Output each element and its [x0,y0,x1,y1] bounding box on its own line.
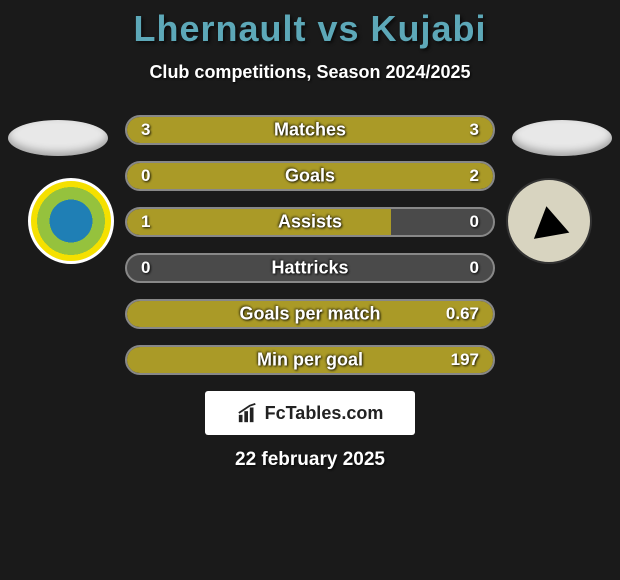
chart-icon [237,402,259,424]
stat-fill-left [127,209,391,235]
stat-value-right: 197 [451,350,479,370]
stat-row: 3 Matches 3 [125,115,495,145]
stat-row: Min per goal 197 [125,345,495,375]
logo-box: FcTables.com [205,391,415,435]
player-avatar-left [8,120,108,156]
club-badge-right [506,178,592,264]
stat-value-left: 3 [141,120,150,140]
stat-row: Goals per match 0.67 [125,299,495,329]
stat-value-right: 0 [470,212,479,232]
stat-label: Goals per match [239,304,380,325]
stat-value-left: 0 [141,258,150,278]
stat-value-right: 0.67 [446,304,479,324]
stat-row: 1 Assists 0 [125,207,495,237]
subtitle: Club competitions, Season 2024/2025 [0,62,620,83]
stat-label: Matches [274,120,346,141]
stat-row: 0 Hattricks 0 [125,253,495,283]
stat-value-right: 3 [470,120,479,140]
stat-label: Hattricks [271,258,348,279]
stat-value-left: 1 [141,212,150,232]
stat-value-right: 2 [470,166,479,186]
stat-label: Goals [285,166,335,187]
main-container: Lhernault vs Kujabi Club competitions, S… [0,0,620,471]
club-badge-left [28,178,114,264]
stat-value-left: 0 [141,166,150,186]
date-text: 22 february 2025 [0,449,620,471]
page-title: Lhernault vs Kujabi [0,8,620,50]
stat-row: 0 Goals 2 [125,161,495,191]
logo-text: FcTables.com [265,403,384,424]
stat-value-right: 0 [470,258,479,278]
player-avatar-right [512,120,612,156]
stat-label: Min per goal [257,350,363,371]
stat-label: Assists [278,212,342,233]
stats-area: 3 Matches 3 0 Goals 2 1 Assists 0 0 Hatt… [125,115,495,375]
